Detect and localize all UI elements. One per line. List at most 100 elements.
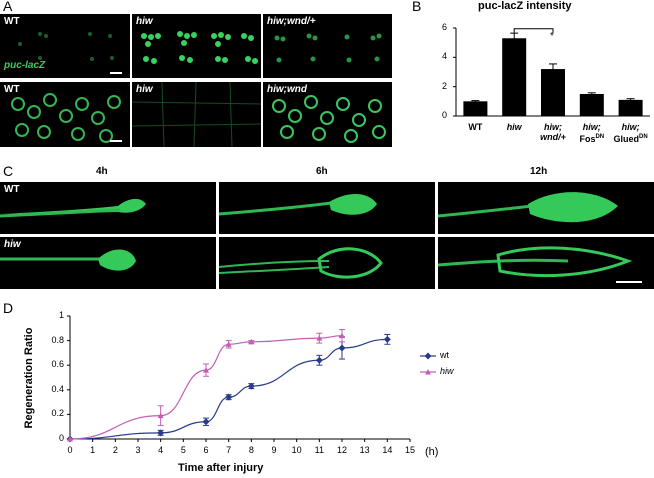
significance-star: * (550, 31, 554, 43)
bar (579, 94, 604, 116)
y-tick-label: 0.4 (51, 383, 64, 394)
x-tick-label: 8 (248, 445, 254, 455)
x-unit-label: (h) (425, 446, 439, 458)
micrograph-c-wt-12h (438, 182, 654, 234)
data-point-wt (315, 356, 323, 364)
x-tick-label: 0 (67, 445, 73, 455)
green-puncta-image (141, 31, 258, 64)
data-point-hiw (316, 335, 323, 341)
micrograph-c-hiw-4h: hiw (0, 237, 216, 289)
micrograph-a-hiw-bottom: hiw (132, 82, 261, 147)
x-category-label: hiw (506, 122, 522, 132)
micrograph-a-hiw-wnd-bottom: hiw;wnd (263, 82, 392, 147)
time-label: 12h (530, 166, 548, 177)
micrograph-a-wt-bottom: WT (0, 82, 130, 147)
y-tick-label: 0.2 (51, 408, 64, 419)
data-point-wt (247, 382, 255, 390)
micrograph-a-wt-top: WT puc-lacZ (0, 14, 130, 78)
y-tick-label: 2 (442, 80, 448, 91)
data-point-hiw (157, 412, 164, 419)
marker-label: puc-lacZ (4, 60, 46, 71)
x-tick-label: 13 (359, 445, 370, 455)
x-category-label: hiw; wnd/+ (540, 122, 566, 142)
micrograph-a-hiw-top: hiw (132, 14, 261, 78)
tile-label: hiw;wnd/+ (267, 16, 316, 27)
axon-image (219, 193, 377, 216)
micrograph-a-hiw-wnd-het-top: hiw;wnd/+ (263, 14, 392, 78)
data-point-wt (225, 393, 233, 401)
x-tick-label: 14 (382, 445, 393, 455)
axon-image (0, 198, 146, 218)
data-point-wt (338, 344, 346, 352)
scale-bar (110, 72, 122, 74)
x-tick-label: 1 (90, 445, 96, 455)
bar (541, 69, 565, 116)
data-point-wt (157, 429, 165, 437)
tile-label: WT (4, 16, 20, 27)
green-nuclei-image (272, 95, 386, 143)
x-tick-label: 11 (314, 445, 324, 455)
x-tick-label: 12 (336, 445, 347, 455)
legend-label-wt: wt (440, 350, 449, 360)
legend-marker (425, 369, 431, 375)
y-tick-label: 1 (58, 310, 64, 320)
green-nuclei-image (11, 93, 121, 143)
data-point-hiw (339, 332, 345, 339)
y-tick-label: 4 (442, 51, 448, 62)
micrograph-c-hiw-6h (219, 237, 435, 289)
series-line-wt (69, 338, 388, 440)
tile-label: hiw (136, 84, 153, 95)
time-label: 4h (96, 166, 108, 177)
data-point-wt (202, 418, 210, 426)
panel-letter-c: C (3, 163, 14, 179)
y-tick-label: 0.8 (51, 334, 64, 345)
x-tick-label: 3 (135, 445, 141, 455)
x-tick-label: 10 (291, 445, 302, 455)
panel-letter-d: D (3, 300, 14, 316)
x-tick-label: 9 (271, 445, 277, 455)
y-tick-label: 0.6 (51, 359, 64, 370)
data-point-hiw (248, 338, 255, 345)
line-chart (66, 315, 436, 443)
x-tick-label: 7 (226, 445, 232, 455)
x-tick-label: 2 (112, 445, 118, 455)
bar (618, 99, 643, 116)
time-label: 6h (316, 166, 328, 177)
data-point-wt (383, 335, 391, 343)
panel-letter-a: A (3, 0, 13, 14)
green-puncta-image (18, 32, 114, 61)
panel-letter-b: B (412, 0, 422, 14)
micrograph-c-hiw-12h (438, 237, 654, 289)
y-tick-label: 6 (442, 22, 448, 32)
y-axis-title: Regeneration Ratio (23, 327, 35, 429)
legend-marker (424, 352, 432, 360)
tile-label: hiw (4, 239, 21, 250)
tile-label: WT (4, 84, 20, 95)
data-point-hiw (225, 341, 232, 347)
y-tick-label: 0 (58, 433, 64, 443)
bar (463, 101, 488, 116)
x-category-label: hiw; GluedDN (613, 122, 648, 144)
x-axis-title: Time after injury (178, 462, 264, 474)
scale-bar (110, 140, 122, 142)
x-category-label: hiw; FosDN (579, 122, 605, 144)
tile-label: hiw;wnd (267, 84, 307, 95)
axon-image (0, 249, 136, 271)
green-dim-image (132, 82, 261, 147)
significance-bracket (513, 28, 554, 33)
tile-label: WT (4, 184, 20, 195)
bar-chart (453, 27, 650, 117)
axon-image (438, 246, 633, 278)
legend-label-hiw: hiw (440, 366, 454, 376)
y-tick-label: 0 (442, 110, 448, 120)
x-tick-label: 15 (404, 445, 415, 455)
micrograph-c-wt-4h: WT (0, 182, 216, 234)
x-category-label: WT (468, 122, 483, 132)
green-puncta-image (274, 33, 382, 63)
x-tick-label: 6 (203, 445, 209, 455)
bar (502, 38, 527, 117)
axon-image (438, 192, 618, 223)
x-tick-label: 4 (158, 445, 164, 455)
x-tick-label: 5 (180, 445, 186, 455)
data-point-hiw (67, 436, 73, 442)
